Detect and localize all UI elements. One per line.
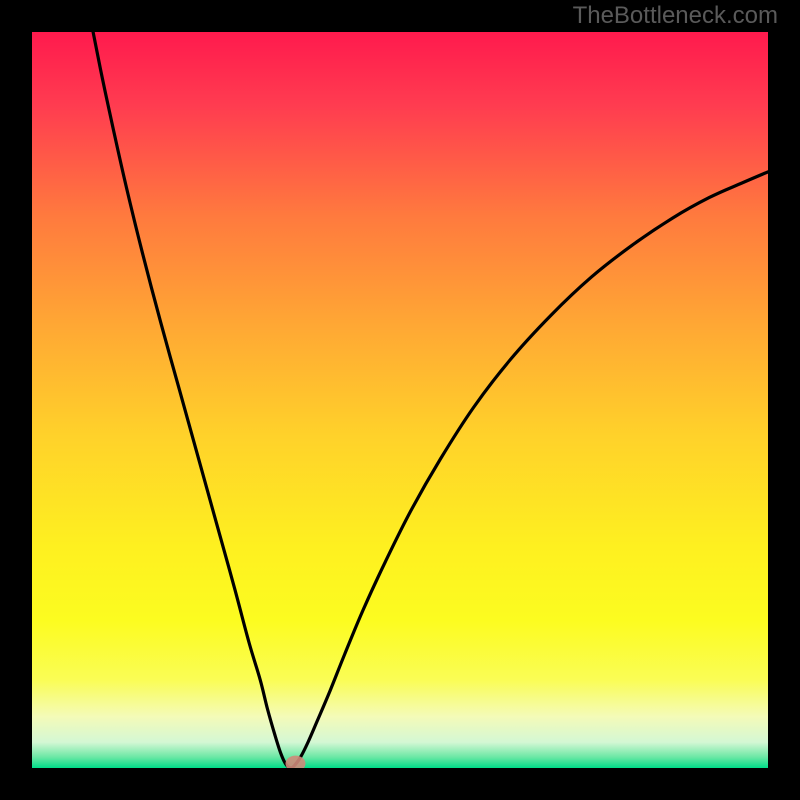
bottleneck-curve [93, 32, 768, 768]
plot-area [32, 32, 768, 768]
sweet-spot-marker [285, 756, 305, 768]
chart-canvas: TheBottleneck.com [0, 0, 800, 800]
watermark-text: TheBottleneck.com [573, 2, 778, 30]
curve-layer [32, 32, 768, 768]
